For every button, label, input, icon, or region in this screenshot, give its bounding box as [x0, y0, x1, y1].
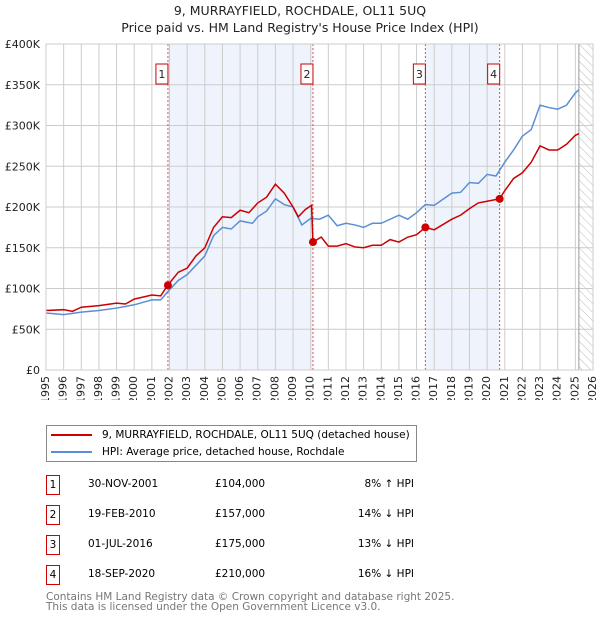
- sale-marker-label: 1: [158, 68, 165, 81]
- x-tick-label: 2005: [215, 376, 228, 400]
- x-tick-label: 2026: [586, 376, 599, 400]
- x-tick-label: 2015: [392, 376, 405, 400]
- x-tick-label: 2007: [251, 376, 264, 400]
- y-tick-label: £100K: [5, 283, 41, 296]
- legend: 9, MURRAYFIELD, ROCHDALE, OL11 5UQ (deta…: [46, 425, 417, 462]
- transaction-date: 18-SEP-2020: [88, 568, 156, 580]
- sale-marker-box: [155, 63, 169, 85]
- x-tick-label: 2023: [533, 376, 546, 400]
- sale-point: [163, 281, 172, 290]
- sale-point: [495, 194, 504, 203]
- transaction-marker: 1: [46, 475, 60, 495]
- transaction-marker: 4: [46, 565, 60, 585]
- x-tick-label: 2011: [321, 376, 334, 400]
- chart-title: 9, MURRAYFIELD, ROCHDALE, OL11 5UQ: [173, 3, 427, 18]
- transaction-marker: 3: [46, 535, 60, 555]
- footer-line-1: Contains HM Land Registry data © Crown c…: [46, 591, 455, 603]
- x-tick-label: 2024: [551, 376, 564, 400]
- sale-marker-label: 3: [416, 68, 423, 81]
- transaction-price: £157,000: [215, 508, 266, 520]
- x-tick-label: 1998: [92, 376, 105, 400]
- y-tick-label: £250K: [5, 160, 41, 173]
- transaction-row: 2 19-FEB-2010 £157,000 14% ↓ HPI: [46, 505, 466, 525]
- legend-swatch-hpi: [51, 451, 92, 453]
- x-tick-label: 2021: [498, 376, 511, 400]
- x-tick-label: 2003: [180, 376, 193, 400]
- legend-swatch-property: [51, 434, 92, 436]
- sale-marker-label: 4: [490, 68, 497, 81]
- transaction-date: 01-JUL-2016: [88, 538, 153, 550]
- transaction-price: £104,000: [215, 478, 266, 490]
- transaction-hpi-diff: 8% ↑ HPI: [364, 478, 414, 490]
- sale-marker-box: [487, 63, 501, 85]
- y-tick-label: £300K: [5, 120, 41, 133]
- transaction-date: 30-NOV-2001: [88, 478, 159, 490]
- y-tick-label: £50K: [12, 323, 41, 336]
- transaction-marker: 2: [46, 505, 60, 525]
- transaction-price: £210,000: [215, 568, 266, 580]
- x-tick-label: 2014: [374, 376, 387, 400]
- chart-subtitle: Price paid vs. HM Land Registry's House …: [121, 20, 479, 35]
- x-tick-label: 2006: [233, 376, 246, 400]
- transaction-row: 3 01-JUL-2016 £175,000 13% ↓ HPI: [46, 535, 466, 555]
- x-tick-label: 2008: [268, 376, 281, 400]
- x-tick-label: 2013: [357, 376, 370, 400]
- footer-line-2: This data is licensed under the Open Gov…: [46, 601, 381, 613]
- legend-label-property: 9, MURRAYFIELD, ROCHDALE, OL11 5UQ (deta…: [102, 429, 410, 441]
- x-tick-label: 2025: [568, 376, 581, 400]
- transaction-date: 19-FEB-2010: [88, 508, 156, 520]
- x-tick-label: 1996: [57, 376, 70, 400]
- x-tick-label: 2020: [480, 376, 493, 400]
- x-tick-label: 2000: [127, 376, 140, 400]
- sale-marker-box: [412, 63, 426, 85]
- x-tick-label: 2009: [286, 376, 299, 400]
- x-tick-label: 2022: [515, 376, 528, 400]
- y-tick-label: £200K: [5, 201, 41, 214]
- hpi-line: [45, 89, 580, 316]
- x-tick-label: 2002: [163, 376, 176, 400]
- y-tick-label: £150K: [5, 242, 41, 255]
- x-tick-label: 2004: [198, 376, 211, 400]
- transaction-price: £175,000: [215, 538, 266, 550]
- y-tick-label: £400K: [5, 38, 41, 51]
- x-tick-label: 2019: [462, 376, 475, 400]
- x-tick-label: 2001: [145, 376, 158, 400]
- sale-point: [308, 238, 317, 247]
- x-tick-label: 1995: [39, 376, 52, 400]
- transaction-hpi-diff: 13% ↓ HPI: [357, 538, 414, 550]
- transaction-hpi-diff: 16% ↓ HPI: [357, 568, 414, 580]
- x-tick-label: 2018: [445, 376, 458, 400]
- transaction-row: 1 30-NOV-2001 £104,000 8% ↑ HPI: [46, 475, 466, 495]
- y-tick-label: £0: [26, 364, 40, 377]
- plot-border: [45, 43, 594, 371]
- legend-label-hpi: HPI: Average price, detached house, Roch…: [102, 446, 345, 458]
- x-tick-label: 2017: [427, 376, 440, 400]
- y-tick-label: £350K: [5, 79, 41, 92]
- x-tick-label: 2016: [410, 376, 423, 400]
- sale-marker-box: [300, 63, 314, 85]
- x-tick-label: 1999: [110, 376, 123, 400]
- sale-marker-label: 2: [303, 68, 310, 81]
- x-tick-label: 2010: [304, 376, 317, 400]
- transaction-hpi-diff: 14% ↓ HPI: [357, 508, 414, 520]
- sale-point: [421, 223, 430, 232]
- transaction-row: 4 18-SEP-2020 £210,000 16% ↓ HPI: [46, 565, 466, 585]
- plot-area: 1995 1996 1997 1998 1999 2000 2001 2002 2003 2004…: [5, 38, 599, 400]
- x-tick-label: 1997: [74, 376, 87, 400]
- x-tick-label: 2012: [339, 376, 352, 400]
